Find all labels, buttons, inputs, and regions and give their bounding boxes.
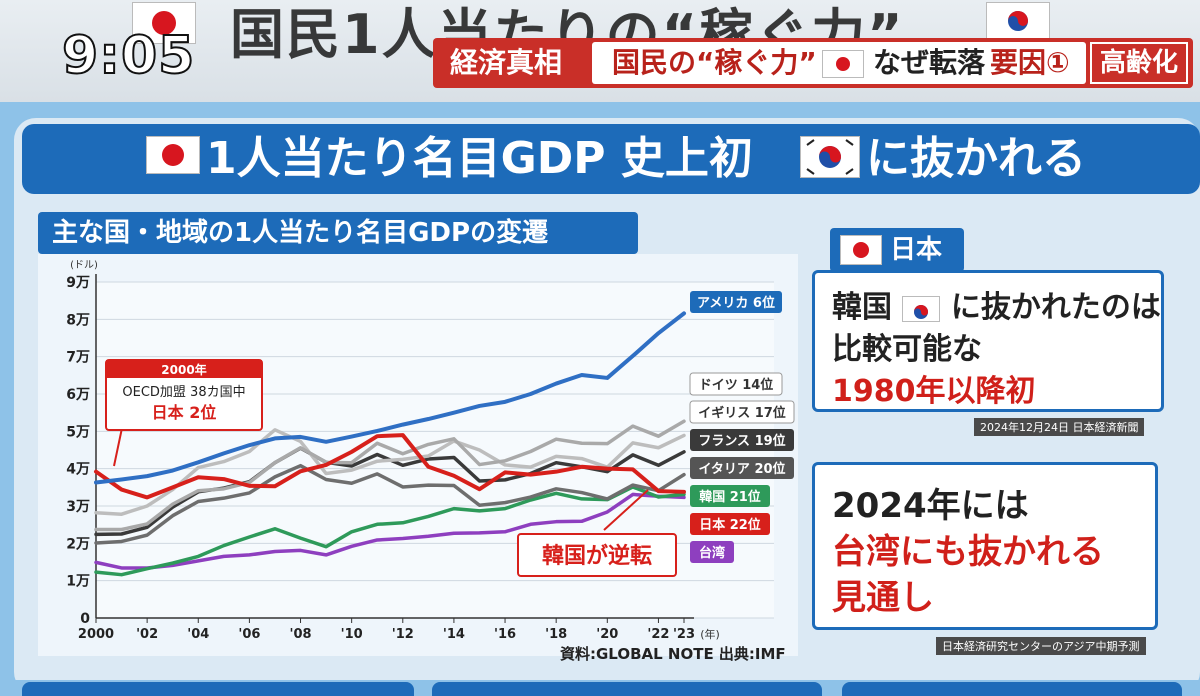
x-tick-label: '14 [443,627,465,642]
callout-2000-line1: OECD加盟 38カ国中 [122,385,245,400]
series-line-korea [94,485,686,577]
legend-label-italy: イタリア 20位 [698,461,785,477]
subtitle-tag-aging: 高齢化 [1090,42,1188,84]
japan-tag: 日本 [890,235,943,265]
legend-label-germany: ドイツ 14位 [699,377,774,393]
headline-bar [22,124,1200,194]
legend-badge-italy [690,457,794,479]
info-korea-text: に抜かれたのは [950,290,1161,325]
bottom-tab-3 [842,682,1182,696]
korea-flag-icon [902,295,941,322]
y-tick-label: 6万 [66,387,90,403]
y-tick-label: 9万 [66,275,90,291]
x-tick-label: '23 [673,627,695,642]
y-tick-label: 5万 [66,424,90,440]
bottom-tab-2 [432,682,822,696]
gdp-line-chart: 0 1万 2万 3万 4万 5万 6万 7万 8万 9万 (ドル) 2000 '02 '04 '06 '08 '… [66,260,795,642]
callout-2000-line2: 日本 2位 [152,403,217,422]
info-box-taiwan-line3: 見通し [832,578,934,618]
y-tick-label: 8万 [66,312,90,328]
x-tick-label: 2000 [78,627,114,642]
y-tick-label: 2万 [66,536,90,552]
x-tick-label: '16 [494,627,516,642]
subtitle-tag: 経済真相 [450,46,563,79]
y-tick-label: 0 [80,611,90,627]
legend-label-japan: 日本 22位 [699,517,761,533]
y-tick-label: 3万 [66,499,90,515]
series-line-taiwan [94,492,686,570]
korea-flag-icon [986,2,1050,40]
callout-reversal-text: 韓国が逆転 [542,543,652,569]
x-tick-label: '08 [289,627,311,642]
y-tick-label: 7万 [66,350,90,366]
japan-flag-icon [132,2,196,44]
date-note: 2024年12月24日 日本経済新聞 [974,418,1145,436]
callout-2000-header [106,360,262,378]
legend-badge-germany [689,372,783,396]
subtitle-factor: 要因① [990,46,1070,79]
y-unit-label: (ドル) [70,260,98,271]
info-box-korea [812,270,1164,412]
callout-pointer-reversal [603,489,649,531]
chart-area: 0 1万 2万 3万 4万 5万 6万 7万 8万 9万 (ドル) 2000 '02 '04 '06 '08 '… [38,254,798,656]
legend-badge-france [690,429,794,451]
subtitle-text-a: 国民の“稼ぐ力” [612,46,817,79]
legend-label-uk: イギリス 17位 [698,405,786,421]
legend-badge-japan [690,513,770,535]
series-line-italy [94,463,686,545]
legend-badge-korea [690,485,770,507]
y-tick-label: 1万 [66,574,90,590]
y-tick-label: 4万 [66,462,90,478]
x-tick-label: '20 [596,627,618,642]
series-line-germany [94,419,686,532]
x-tick-label: '12 [392,627,414,642]
forecast-note: 日本経済研究センターのアジア中期予測 [936,637,1146,655]
legend-badge-taiwan [690,541,734,563]
info-korea-label: 韓国 [832,290,892,325]
legend-label-usa: アメリカ 6位 [697,295,775,311]
legend-label-france: フランス 19位 [698,433,785,449]
legend-label-korea: 韓国 21位 [699,489,761,505]
info-box-korea-line3: 1980年以降初 [832,374,1036,409]
x-tick-label: '22 [647,627,669,642]
x-tick-label: '18 [545,627,567,642]
x-tick-label: '06 [238,627,260,642]
legend-badge-usa [690,291,782,313]
japan-flag-icon [822,50,864,78]
series-line-usa [94,311,686,485]
broadcast-clock: 9:05 [61,25,196,87]
callout-2000-title: 2000年 [161,362,206,377]
info-box-taiwan-line2: 台湾にも抜かれる [832,532,1104,572]
chart-title: 主な国・地域の1人当たり名目GDPの変遷 [52,218,549,248]
legend-label-taiwan: 台湾 [699,545,725,561]
x-tick-label: '10 [341,627,363,642]
japan-flag-icon [840,235,882,265]
bottom-tab-1 [22,682,414,696]
chart-title-bar [38,212,638,254]
info-box-taiwan [812,462,1158,630]
x-unit-label: (年) [700,627,720,641]
subtitle-text-b: なぜ転落 [873,46,986,79]
x-tick-label: '04 [187,627,209,642]
japan-flag-icon [146,136,200,174]
x-tick-label: '02 [136,627,158,642]
callout-reversal-box [517,533,677,577]
chart-source: 資料:GLOBAL NOTE 出典:IMF [560,645,786,663]
info-box-korea-line2: 比較可能な [832,332,982,367]
headline-text: 1人当たり名目GDP 史上初 [206,133,753,184]
info-box-korea-line1: 韓国 に抜かれたのは [832,282,1161,326]
series-line-uk [94,428,686,516]
series-line-japan [94,433,686,500]
legend-badge-uk [689,400,795,424]
korea-flag-icon [800,136,860,178]
info-box-taiwan-line1: 2024年には [832,486,1029,526]
headline-text-2: に抜かれる [866,133,1086,184]
